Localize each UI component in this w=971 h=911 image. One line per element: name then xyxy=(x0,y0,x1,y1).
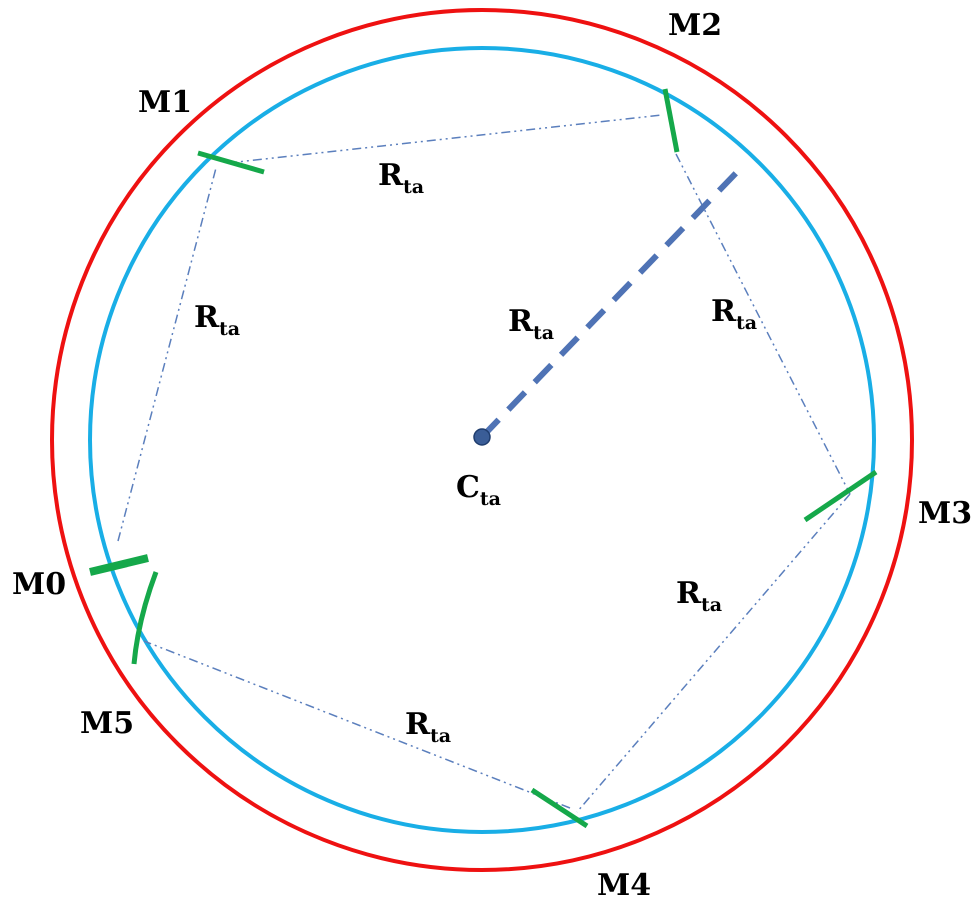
marker-m5 xyxy=(131,571,159,665)
outer-circle xyxy=(50,8,914,872)
chord-m3-m4 xyxy=(576,493,851,813)
marker-m1 xyxy=(197,150,265,175)
radius-label: Rta xyxy=(508,304,554,344)
chord-m2-m3 xyxy=(675,153,851,495)
segment-label-m0-m1: Rta xyxy=(194,300,240,340)
markers xyxy=(89,88,878,829)
point-label-m4: M4 xyxy=(597,868,651,903)
marker-m0 xyxy=(89,554,149,576)
center-dot xyxy=(473,428,491,446)
chord-m0-m1 xyxy=(117,167,217,542)
segment-label-m4-m5: Rta xyxy=(405,707,451,747)
center-label: Cta xyxy=(456,470,501,510)
inner-circle xyxy=(88,46,876,834)
marker-m3 xyxy=(803,469,878,523)
radius-line xyxy=(479,169,740,440)
segment-label-m1-m2: Rta xyxy=(378,158,424,198)
polygon-chords xyxy=(117,114,851,813)
point-label-m2: M2 xyxy=(668,8,722,43)
marker-m2 xyxy=(662,88,680,153)
point-label-m1: M1 xyxy=(138,85,192,120)
point-label-m5: M5 xyxy=(80,706,134,741)
point-label-m3: M3 xyxy=(918,496,971,531)
segment-label-m2-m3: Rta xyxy=(711,294,757,334)
segment-label-m3-m4: Rta xyxy=(676,576,722,616)
point-label-m0: M0 xyxy=(12,567,66,602)
chord-m4-m5 xyxy=(143,640,571,809)
marker-m4 xyxy=(530,787,589,829)
chord-m1-m2 xyxy=(227,114,663,164)
